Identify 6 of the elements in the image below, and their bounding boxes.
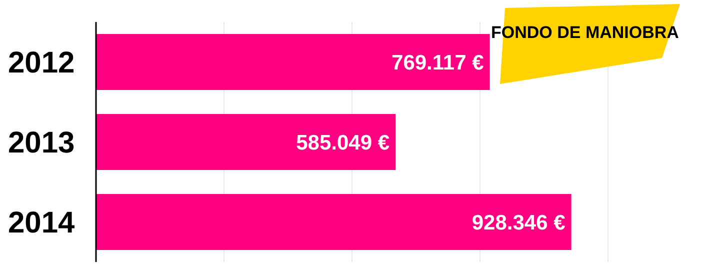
data-label: 585.049 € — [296, 131, 390, 154]
data-label: 928.346 € — [472, 211, 566, 234]
data-label: 769.117 € — [392, 51, 484, 74]
y-tick-label: 2012 — [8, 46, 75, 80]
y-tick-label: 2013 — [8, 126, 75, 160]
y-tick-label: 2014 — [8, 206, 76, 240]
